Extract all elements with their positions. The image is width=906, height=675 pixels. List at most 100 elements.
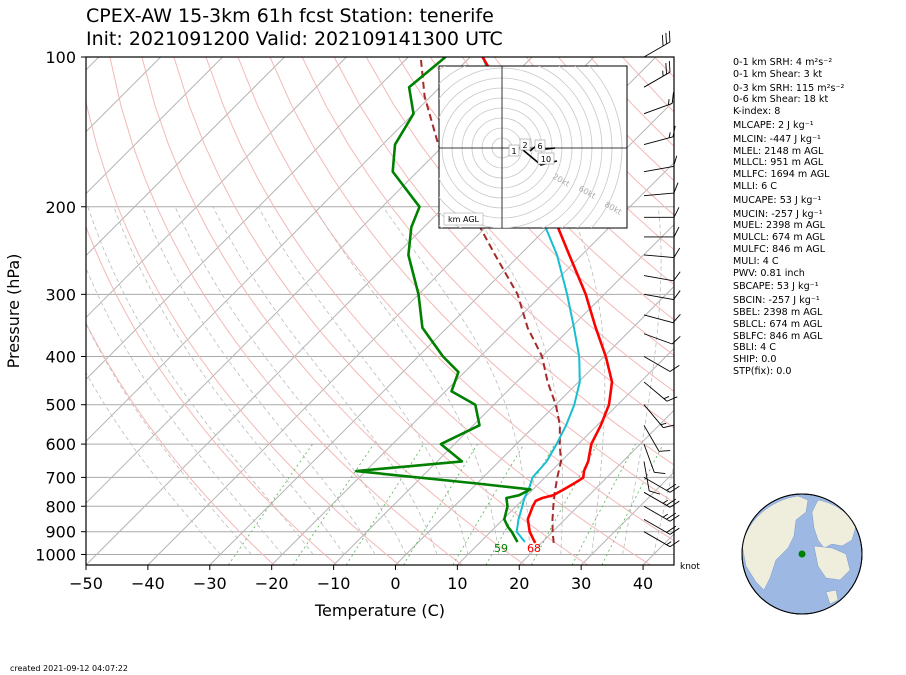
index-line: 0-3 km SRH: 115 m²s⁻²: [733, 82, 845, 94]
wind-barb: [644, 226, 680, 238]
hodograph-height-label: 10: [541, 155, 551, 164]
location-globe: [741, 493, 863, 615]
mixing-ratio-line: [403, 443, 478, 565]
dry-adiabat-line: [429, 57, 674, 321]
wind-barb: [643, 314, 681, 324]
wind-barb-flag: [665, 32, 667, 45]
wind-barbs: [643, 30, 681, 548]
wind-barb-flag: [666, 396, 678, 402]
y-tick-label: 500: [45, 396, 76, 415]
dry-adiabat-line: [86, 322, 275, 565]
mixing-ratio-line: [571, 443, 636, 565]
wind-barb-flag: [668, 61, 671, 73]
y-tick-label: 200: [45, 198, 76, 217]
wind-barb: [643, 477, 680, 493]
wind-barb-staff: [643, 254, 674, 259]
index-line: SHIP: 0.0: [733, 354, 777, 366]
y-tick-label: 700: [45, 468, 76, 487]
y-tick-label: 400: [45, 348, 76, 367]
isotherm-line: [86, 57, 409, 381]
wind-barb-flag: [673, 271, 681, 282]
wind-barb-flag: [668, 30, 671, 43]
wind-barb-staff: [643, 102, 673, 115]
x-tick-label: −50: [69, 574, 103, 593]
wind-barb-flag: [673, 155, 678, 167]
hodograph-legend-box: [443, 212, 484, 226]
isotherm-line: [86, 57, 162, 133]
wind-barb-flag: [673, 247, 681, 258]
moist-adiabat-line: [653, 463, 674, 555]
wind-barb-staff: [643, 71, 671, 88]
y-tick-label: 600: [45, 435, 76, 454]
dry-adiabat-line: [879, 57, 906, 565]
wind-barb: [643, 505, 680, 522]
index-line: MLLFC: 1694 m AGL: [733, 169, 830, 181]
wind-barb: [643, 125, 676, 146]
wind-barb-half-flag: [667, 99, 670, 105]
y-axis-label: Pressure (hPa): [4, 254, 23, 369]
wind-barb: [643, 182, 679, 197]
wind-barb-staff: [643, 41, 671, 58]
dewpoint-line: [355, 57, 532, 543]
dry-adiabat-line: [237, 57, 674, 542]
x-tick-label: 10: [447, 574, 467, 593]
y-tick-label: 800: [45, 497, 76, 516]
wind-barb: [643, 381, 678, 402]
wind-barb-flag: [649, 490, 661, 495]
axes: −50 −40 −30 −20 −10 0 10 20 30 40 100 200 300 400 500 6…: [35, 48, 653, 593]
index-line: PWV: 0.81 inch: [733, 267, 805, 279]
wind-barb-staff: [643, 491, 671, 508]
wind-barb: [643, 61, 671, 88]
wind-barb-flag: [661, 34, 664, 47]
dry-adiabat-line: [86, 225, 338, 565]
index-line: SBLI: 4 C: [733, 342, 776, 354]
wind-barb-flag: [658, 450, 671, 452]
isotherm-line: [333, 223, 674, 565]
moist-adiabat-line: [469, 206, 563, 555]
dry-adiabat-line: [173, 57, 589, 565]
wind-barb-staff: [643, 356, 671, 372]
moist-adiabat-line: [257, 206, 469, 555]
x-tick-label: −40: [131, 574, 165, 593]
y-tick-label: 900: [45, 523, 76, 542]
y-tick-label: 300: [45, 285, 76, 304]
moist-adiabat-line: [113, 206, 345, 555]
wind-barb: [643, 155, 678, 173]
index-line: K-index: 8: [733, 106, 781, 118]
hodograph-height-label: 6: [537, 142, 542, 151]
index-line: SBLFC: 846 m AGL: [733, 330, 823, 342]
wind-barb-flag: [666, 525, 677, 533]
isotherm-line: [457, 347, 674, 565]
index-line: MULCL: 674 m AGL: [733, 232, 825, 244]
wind-barb-flag: [663, 424, 675, 429]
wind-barb-flag: [673, 290, 681, 300]
surface-temperature-label: 68: [527, 542, 541, 555]
wind-barb: [643, 290, 681, 301]
moist-adiabat-line: [86, 267, 283, 555]
index-line: MLCIN: -447 J kg⁻¹: [733, 133, 821, 145]
moist-adiabat-line: [142, 206, 376, 555]
mixing-ratio-line: [228, 443, 313, 565]
globe-outline: [741, 493, 863, 615]
y-tick-label: 100: [45, 48, 76, 67]
y-tick-label: 1000: [35, 545, 76, 564]
globe-land: [825, 589, 839, 605]
index-line: MULFC: 846 m AGL: [733, 243, 826, 255]
wind-barb-staff: [643, 333, 673, 345]
wind-barb: [643, 518, 680, 535]
x-tick-label: 40: [633, 574, 653, 593]
mixing-ratio-line: [601, 443, 664, 565]
globe-land: [741, 495, 809, 591]
index-line: SBCAPE: 53 J kg⁻¹: [733, 281, 819, 293]
hodograph-height-label: 1: [511, 147, 516, 156]
moist-adiabat-line: [212, 206, 438, 555]
moist-adiabat-line: [87, 206, 314, 555]
dry-adiabat-line: [847, 57, 906, 565]
station-marker: [798, 550, 806, 558]
wind-barb-half-flag: [662, 499, 668, 504]
hodograph-height-box: [534, 139, 546, 152]
dry-adiabat-line: [86, 99, 400, 565]
